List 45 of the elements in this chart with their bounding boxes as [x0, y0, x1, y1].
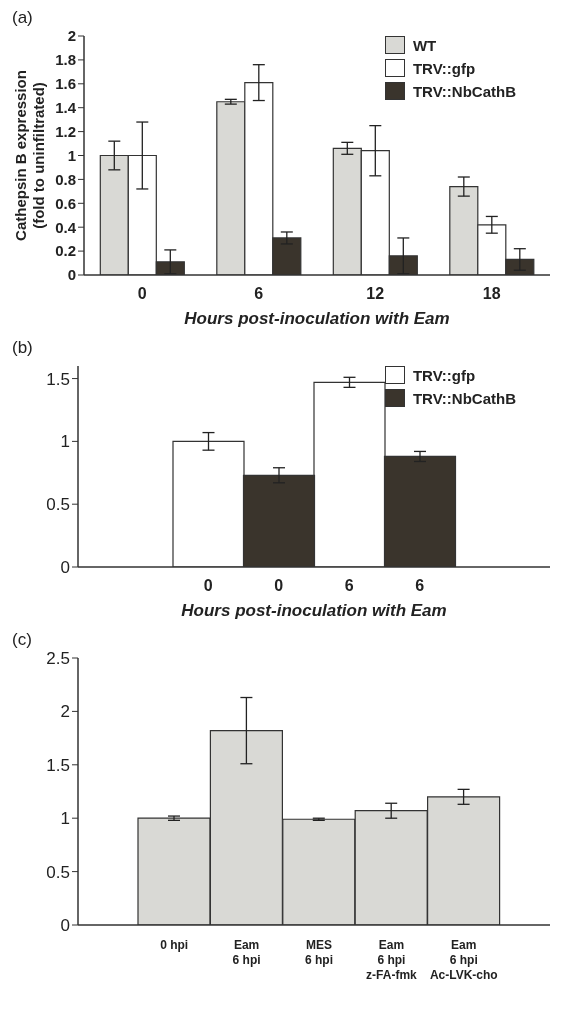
x-tick-label: 0: [137, 285, 147, 302]
x-tick-label: 6: [254, 285, 264, 302]
chart-title: (c): [11, 630, 33, 650]
legend-label: TRV::gfp: [412, 59, 476, 77]
y-axis-title: Cathepsin B expression (fold to uninfiltrated): [12, 70, 47, 241]
x-tick-label: 18: [482, 285, 501, 302]
x-tick-label: MES 6 hpi: [304, 938, 334, 967]
x-tick-label: 12: [366, 285, 385, 302]
y-tick-label: 1: [67, 146, 76, 164]
x-tick-label: Eam 6 hpi: [232, 938, 261, 967]
y-tick-label: 1.2: [55, 122, 76, 140]
chart-title: (a): [11, 8, 34, 28]
y-tick-label: 0: [67, 266, 76, 284]
y-tick-label: 0.6: [55, 194, 76, 212]
y-tick-label: 0.5: [46, 862, 70, 882]
legend-label: WT: [412, 36, 437, 54]
x-axis-title: Hours post-inoculation with Eam: [181, 601, 447, 620]
y-tick-label: 1.6: [55, 75, 76, 93]
x-tick-label: 6: [344, 577, 354, 594]
x-tick-label: 0 hpi: [160, 938, 189, 952]
y-tick-label: 0.5: [46, 495, 70, 515]
x-axis-title: Hours post-inoculation with Eam: [184, 309, 450, 328]
y-tick-label: 0.8: [55, 170, 76, 188]
y-tick-label: 2: [67, 27, 76, 45]
y-tick-label: 2: [60, 702, 70, 722]
y-tick-label: 1.8: [55, 51, 76, 69]
y-tick-label: 1.5: [46, 755, 70, 775]
legend-label: TRV::NbCathB: [412, 82, 516, 100]
y-tick-label: 0.2: [55, 242, 76, 260]
x-tick-label: 6: [415, 577, 425, 594]
y-tick-label: 0.4: [55, 218, 77, 236]
x-tick-label: 0: [274, 577, 284, 594]
y-tick-label: 0: [60, 916, 70, 936]
y-tick-label: 1: [60, 432, 70, 452]
legend-label: TRV::gfp: [412, 366, 476, 384]
y-tick-label: 1: [60, 809, 70, 829]
legend-label: TRV::NbCathB: [412, 389, 516, 407]
y-tick-label: 2.5: [46, 649, 70, 669]
y-tick-label: 0: [60, 558, 70, 578]
y-tick-label: 1.4: [55, 99, 77, 117]
y-tick-label: 1.5: [46, 369, 70, 389]
x-tick-label: Eam 6 hpi Ac-LVK-cho: [429, 938, 498, 982]
x-tick-label: 0: [203, 577, 213, 594]
x-tick-label: Eam 6 hpi z-FA-fmk: [366, 938, 418, 982]
text: (b): [11, 338, 34, 358]
